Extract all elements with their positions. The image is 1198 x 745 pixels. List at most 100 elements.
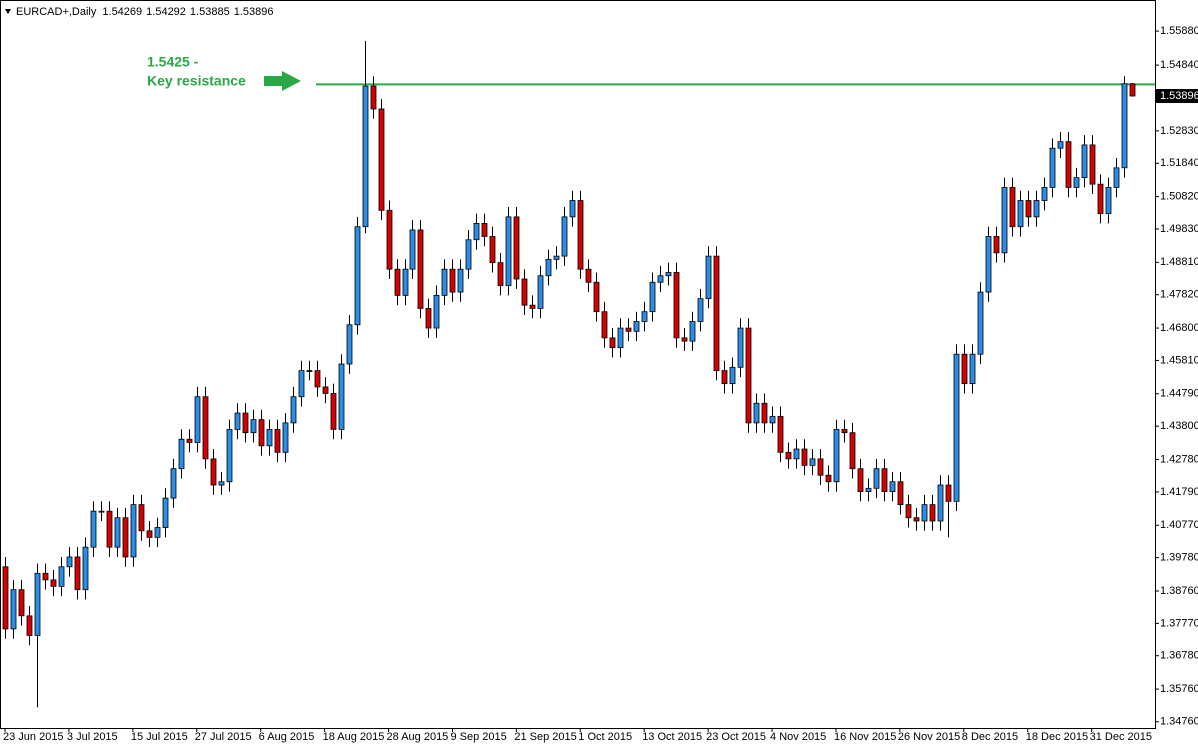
- candle-body: [585, 268, 592, 283]
- candle-body: [194, 396, 201, 443]
- y-tick-label: 1.43800: [1160, 420, 1198, 432]
- candle-body: [394, 268, 401, 296]
- candle-body: [282, 422, 289, 453]
- candle-body: [849, 432, 856, 470]
- candle-body: [665, 272, 672, 277]
- y-tick-label: 1.36780: [1160, 650, 1198, 662]
- candle-body: [362, 85, 369, 228]
- candle-body: [921, 504, 928, 522]
- menu-arrow[interactable]: [5, 9, 11, 14]
- candle-body: [146, 530, 153, 538]
- candle-body: [274, 429, 281, 453]
- x-tick-label: 1 Oct 2015: [578, 731, 632, 743]
- ohlc-high: 1.54292: [146, 6, 186, 18]
- candle-body: [258, 419, 265, 447]
- candle-body: [721, 370, 728, 385]
- candle-body: [1097, 183, 1104, 214]
- x-tick-label: 23 Jun 2015: [3, 731, 64, 743]
- candle-body: [66, 556, 73, 568]
- y-tick-label: 1.38760: [1160, 585, 1198, 597]
- y-tick-label: 1.39780: [1160, 552, 1198, 564]
- candle-body: [417, 229, 424, 309]
- candle-body: [425, 308, 432, 329]
- candle-body: [865, 487, 872, 492]
- candle-body: [242, 412, 249, 434]
- candle-body: [98, 510, 105, 513]
- candle-body: [106, 510, 113, 548]
- x-tick-label: 15 Jul 2015: [131, 731, 188, 743]
- x-tick-label: 28 Aug 2015: [387, 731, 449, 743]
- candle-body: [58, 566, 65, 587]
- candle-body: [833, 429, 840, 483]
- candle-body: [50, 579, 57, 587]
- candle-body: [433, 294, 440, 329]
- candle-body: [513, 216, 520, 280]
- candle-body: [753, 402, 760, 424]
- candle-body: [449, 268, 456, 293]
- last-price-label: 1.53896: [1160, 90, 1198, 102]
- x-tick-label: 8 Dec 2015: [962, 731, 1018, 743]
- y-tick-label: 1.44790: [1160, 388, 1198, 400]
- candle-body: [1089, 144, 1096, 185]
- x-tick-label: 18 Aug 2015: [323, 731, 385, 743]
- candle-body: [1057, 141, 1064, 149]
- candle-body: [625, 327, 632, 332]
- candle-body: [817, 458, 824, 476]
- candle-body: [202, 396, 209, 460]
- candle-body: [210, 458, 217, 486]
- candle-body: [649, 281, 656, 313]
- candle-body: [122, 517, 129, 558]
- y-tick-label: 1.49830: [1160, 223, 1198, 235]
- y-tick-label: 1.51840: [1160, 157, 1198, 169]
- candle-body: [1017, 200, 1024, 228]
- candle-body: [457, 268, 464, 293]
- y-tick-label: 1.42780: [1160, 453, 1198, 465]
- x-tick-label: 4 Nov 2015: [770, 731, 826, 743]
- candle-body: [689, 321, 696, 342]
- candle-body: [553, 255, 560, 260]
- y-tick-label: 1.40770: [1160, 519, 1198, 531]
- candle-body: [402, 268, 409, 296]
- candle-body: [1009, 187, 1016, 228]
- candle-body: [386, 209, 393, 270]
- x-tick-label: 18 Dec 2015: [1026, 731, 1088, 743]
- y-tick-label: 1.41790: [1160, 486, 1198, 498]
- candle-body: [74, 556, 81, 591]
- candle-body: [577, 200, 584, 270]
- candle-body: [969, 353, 976, 385]
- candle-body: [945, 484, 952, 502]
- y-tick-label: 1.52830: [1160, 125, 1198, 137]
- candle-body: [897, 481, 904, 506]
- candle-body: [234, 412, 241, 430]
- candle-body: [953, 353, 960, 502]
- candle-body: [761, 402, 768, 424]
- y-tick-label: 1.47820: [1160, 289, 1198, 301]
- candle-body: [961, 353, 968, 385]
- candle-body: [873, 468, 880, 489]
- candle-body: [473, 223, 480, 241]
- last-price-tag: [1156, 89, 1198, 104]
- candle-body: [657, 275, 664, 283]
- candle-body: [1033, 200, 1040, 218]
- chart-title: EURCAD+,Daily: [16, 6, 97, 18]
- candle-body: [809, 458, 816, 466]
- candle-body: [162, 497, 169, 528]
- candle-body: [1065, 141, 1072, 188]
- annotation-level: 1.5425 -: [147, 54, 199, 70]
- candle-body: [441, 268, 448, 296]
- candle-body: [857, 468, 864, 492]
- x-tick-label: 16 Nov 2015: [834, 731, 896, 743]
- candle-body: [737, 327, 744, 368]
- candle-body: [90, 510, 97, 548]
- candle-body: [409, 229, 416, 270]
- candle-body: [889, 481, 896, 492]
- candle-body: [1041, 187, 1048, 201]
- x-tick-label: 13 Oct 2015: [642, 731, 702, 743]
- candle-body: [250, 419, 257, 434]
- candle-body: [929, 504, 936, 522]
- candle-body: [370, 85, 377, 110]
- candle-body: [1081, 144, 1088, 179]
- annotation-arrow: [264, 71, 301, 91]
- candle-body: [1129, 83, 1136, 97]
- ohlc-low: 1.53885: [190, 6, 230, 18]
